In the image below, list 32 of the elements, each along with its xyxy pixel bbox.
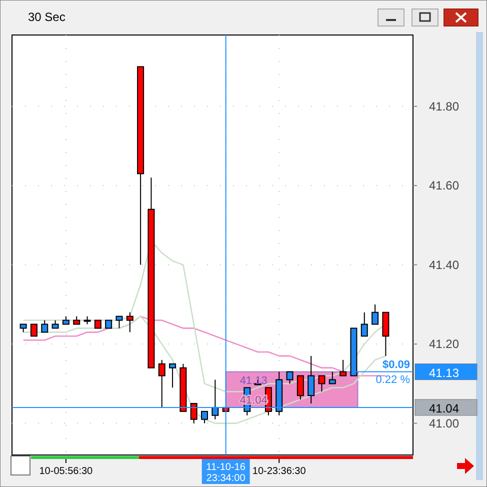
candlestick [308,355,315,404]
y-tick-label: 41.40 [428,258,460,272]
chart-title: 30 Sec [28,10,66,24]
y-tick-label: 41.00 [428,416,460,430]
candlestick [212,379,219,420]
y-tick-label: 41.20 [428,337,460,352]
candlestick [372,304,379,325]
x-tick-label: 10-23:36:30 [252,466,306,477]
x-tick-label: 11-10-16 23:34:00 [206,462,246,484]
y-tick-label: 41.80 [428,99,460,114]
annotation: 41.13 [240,374,268,387]
candlestick [286,371,294,384]
candlestick [190,402,198,424]
candlestick [201,410,208,424]
annotation: 0.22 % [376,374,410,386]
candlestick [296,375,304,400]
candlestick [158,359,166,408]
candlestick [360,312,368,337]
ref-line-label: 41.04 [428,401,460,416]
ref-line-label: 41.13 [428,366,460,380]
y-tick-label: 41.60 [428,178,460,193]
candlestick [382,312,390,356]
candlestick [41,320,48,333]
candlestick [30,324,38,337]
annotation: $0.09 [382,358,410,371]
candlestick [169,363,176,388]
candlestick [126,312,134,333]
candlestick [340,359,347,376]
candlestick [318,375,326,392]
candlestick [328,371,336,384]
x-tick-label: 10-05:56:30 [39,466,94,477]
candlestick [116,316,123,329]
